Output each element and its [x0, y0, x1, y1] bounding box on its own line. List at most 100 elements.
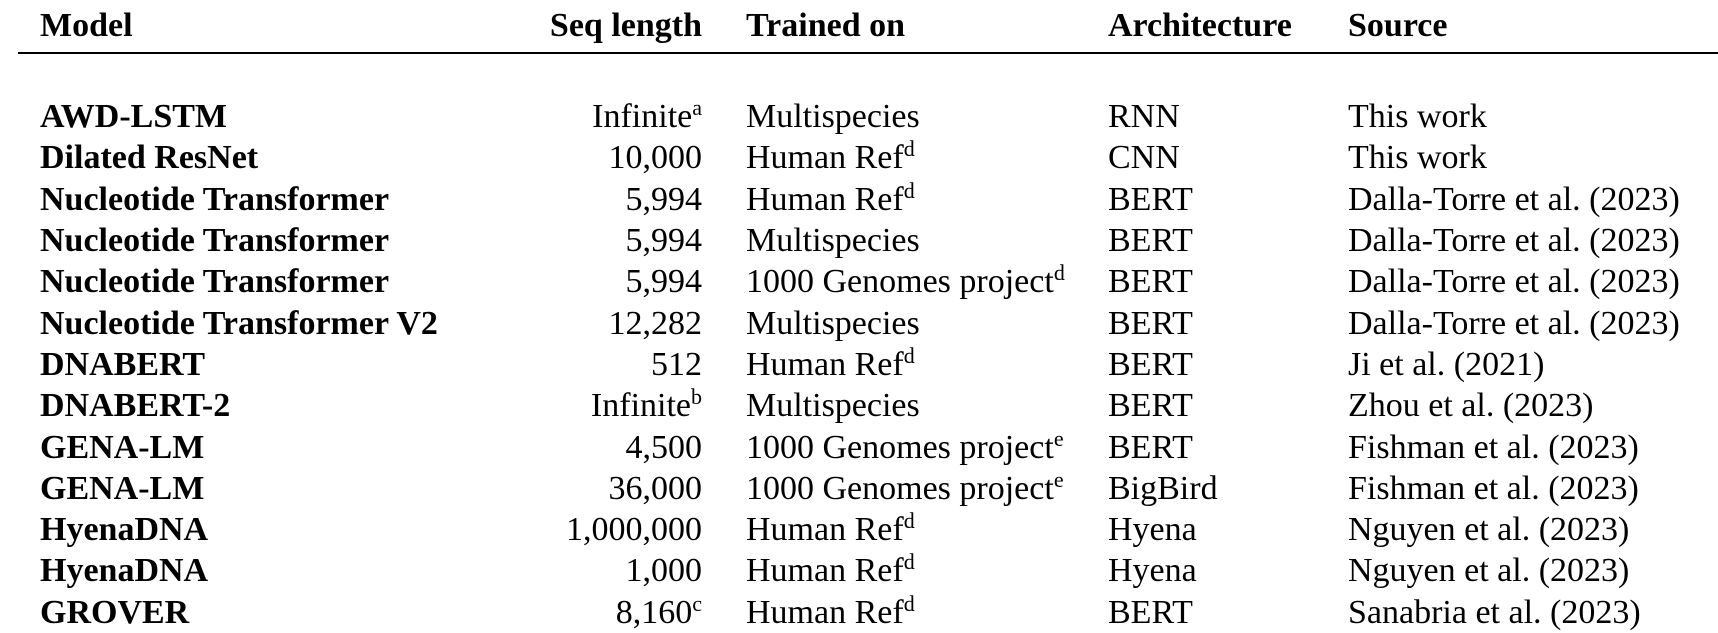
cell-source-text: Ji et al. (2021) [1348, 345, 1545, 383]
cell-seq-length-text: 5,994 [625, 222, 703, 260]
cell-architecture: BERT [1088, 426, 1328, 467]
cell-trained-on-text: Human Ref [746, 593, 904, 631]
table-row: Nucleotide Transformer V2 12,282 Multispec… [18, 302, 1718, 343]
cell-model-text: GENA-LM [40, 469, 205, 507]
cell-source-text: Dalla-Torre et al. (2023) [1348, 263, 1680, 301]
cell-model-text: Nucleotide Transformer V2 [40, 304, 438, 342]
cell-architecture-text: BERT [1108, 345, 1193, 383]
footnote-marker: d [903, 590, 915, 616]
cell-trained-on: Human Refd [702, 179, 1088, 220]
cell-seq-length-text: 36,000 [608, 469, 703, 507]
cell-source: This work [1328, 137, 1718, 178]
cell-model-text: GROVER [40, 593, 190, 631]
cell-architecture: BERT [1088, 179, 1328, 220]
cell-architecture: Hyena [1088, 550, 1328, 591]
cell-seq-length-text: Infinite [592, 98, 693, 136]
cell-seq-length: 5,994 [488, 220, 703, 261]
header-model: Model [18, 0, 488, 54]
cell-trained-on-text: Multispecies [746, 387, 920, 425]
table-row: HyenaDNA 1,000 Human Refd Hyena Nguyen et al… [18, 550, 1718, 591]
cell-seq-length: 512 [488, 344, 702, 385]
cell-model-text: HyenaDNA [40, 511, 209, 549]
footnote-marker: a [692, 95, 702, 121]
cell-architecture-text: BERT [1108, 387, 1193, 425]
header-row: Model Seq length Trained on Architecture… [18, 0, 1718, 54]
cell-architecture: CNN [1088, 137, 1328, 178]
cell-source: Nguyen et al. (2023) [1328, 509, 1718, 550]
cell-model: HyenaDNA [18, 550, 488, 591]
footnote-marker: d [1053, 260, 1065, 286]
footnote-marker: d [903, 508, 915, 534]
table-row: HyenaDNA 1,000,000 Human Refd Hyena Nguyen e… [18, 509, 1718, 550]
cell-source-text: This work [1348, 139, 1487, 177]
cell-model: Nucleotide Transformer [18, 261, 488, 302]
cell-trained-on-text: 1000 Genomes project [746, 469, 1054, 507]
footnote-marker: e [1053, 425, 1064, 451]
header-source: Source [1328, 0, 1718, 54]
model-comparison-table: Model Seq length Trained on Architecture… [18, 0, 1718, 633]
table-row: GENA-LM 4,500 1000 Genomes projecte BERT Fis… [18, 426, 1718, 467]
cell-architecture-text: BERT [1108, 593, 1193, 631]
cell-model-text: AWD-LSTM [40, 98, 228, 136]
cell-seq-length: 1,000 [488, 550, 703, 591]
header-spacer-row [18, 53, 1718, 96]
cell-trained-on-text: Human Ref [746, 180, 904, 218]
cell-model-text: Dilated ResNet [40, 139, 259, 177]
cell-trained-on: Multispecies [702, 385, 1088, 426]
cell-source-text: Fishman et al. (2023) [1348, 469, 1639, 507]
cell-architecture-text: CNN [1108, 139, 1180, 177]
cell-source: Fishman et al. (2023) [1328, 468, 1718, 509]
cell-source-text: Dalla-Torre et al. (2023) [1348, 180, 1680, 218]
cell-seq-length: 12,282 [488, 302, 703, 343]
cell-trained-on: 1000 Genomes projectd [702, 261, 1088, 302]
cell-trained-on: Multispecies [702, 220, 1088, 261]
table-row: DNABERT 512 Human Refd BERT Ji et al. (2021) [18, 344, 1718, 385]
table-row: Nucleotide Transformer 5,994 Multispecies B… [18, 220, 1718, 261]
cell-seq-length: 10,000 [488, 137, 703, 178]
cell-source-text: Sanabria et al. (2023) [1348, 593, 1641, 631]
header-architecture: Architecture [1088, 0, 1328, 54]
cell-architecture-text: BERT [1108, 304, 1193, 342]
cell-model: GENA-LM [18, 468, 488, 509]
table-row: Nucleotide Transformer 5,994 1000 Genomes … [18, 261, 1718, 302]
cell-source: Dalla-Torre et al. (2023) [1328, 302, 1718, 343]
cell-seq-length-text: 1,000,000 [566, 511, 702, 549]
cell-model-text: GENA-LM [40, 428, 205, 466]
cell-architecture: BigBird [1088, 468, 1328, 509]
model-comparison-table-container: Model Seq length Trained on Architecture… [18, 0, 1718, 633]
cell-source-text: Dalla-Torre et al. (2023) [1348, 304, 1680, 342]
header-seq-length: Seq length [488, 0, 702, 54]
cell-source-text: Fishman et al. (2023) [1348, 428, 1639, 466]
footnote-marker: b [691, 384, 702, 410]
cell-source: This work [1328, 96, 1718, 137]
cell-model: Dilated ResNet [18, 137, 488, 178]
cell-architecture-text: Hyena [1108, 552, 1197, 590]
cell-source-text: Nguyen et al. (2023) [1348, 552, 1630, 590]
cell-seq-length: Infinitea [488, 96, 702, 137]
cell-model: Nucleotide Transformer [18, 179, 488, 220]
cell-model: Nucleotide Transformer [18, 220, 488, 261]
cell-trained-on-text: 1000 Genomes project [746, 428, 1054, 466]
cell-source: Dalla-Torre et al. (2023) [1328, 220, 1718, 261]
cell-architecture: BERT [1088, 344, 1328, 385]
cell-seq-length: Infiniteb [488, 385, 702, 426]
cell-source: Ji et al. (2021) [1328, 344, 1718, 385]
cell-architecture-text: BERT [1108, 222, 1193, 260]
cell-architecture: Hyena [1088, 509, 1328, 550]
table-row: Nucleotide Transformer 5,994 Human Refd BER… [18, 179, 1718, 220]
cell-trained-on-text: Multispecies [746, 222, 920, 260]
cell-model: HyenaDNA [18, 509, 488, 550]
header-trained-on: Trained on [702, 0, 1088, 54]
table-row: GENA-LM 36,000 1000 Genomes projecte BigBir… [18, 468, 1718, 509]
cell-model: GROVER [18, 592, 488, 633]
cell-seq-length-text: 512 [651, 345, 702, 383]
cell-trained-on-text: Human Ref [746, 139, 904, 177]
cell-model: DNABERT [18, 344, 488, 385]
cell-seq-length: 5,994 [488, 179, 703, 220]
cell-seq-length: 8,160c [488, 592, 702, 633]
cell-trained-on: 1000 Genomes projecte [702, 426, 1088, 467]
cell-architecture: RNN [1088, 96, 1328, 137]
cell-trained-on: Human Refd [702, 592, 1088, 633]
cell-model-text: DNABERT-2 [40, 387, 231, 425]
cell-architecture-text: BigBird [1108, 469, 1218, 507]
